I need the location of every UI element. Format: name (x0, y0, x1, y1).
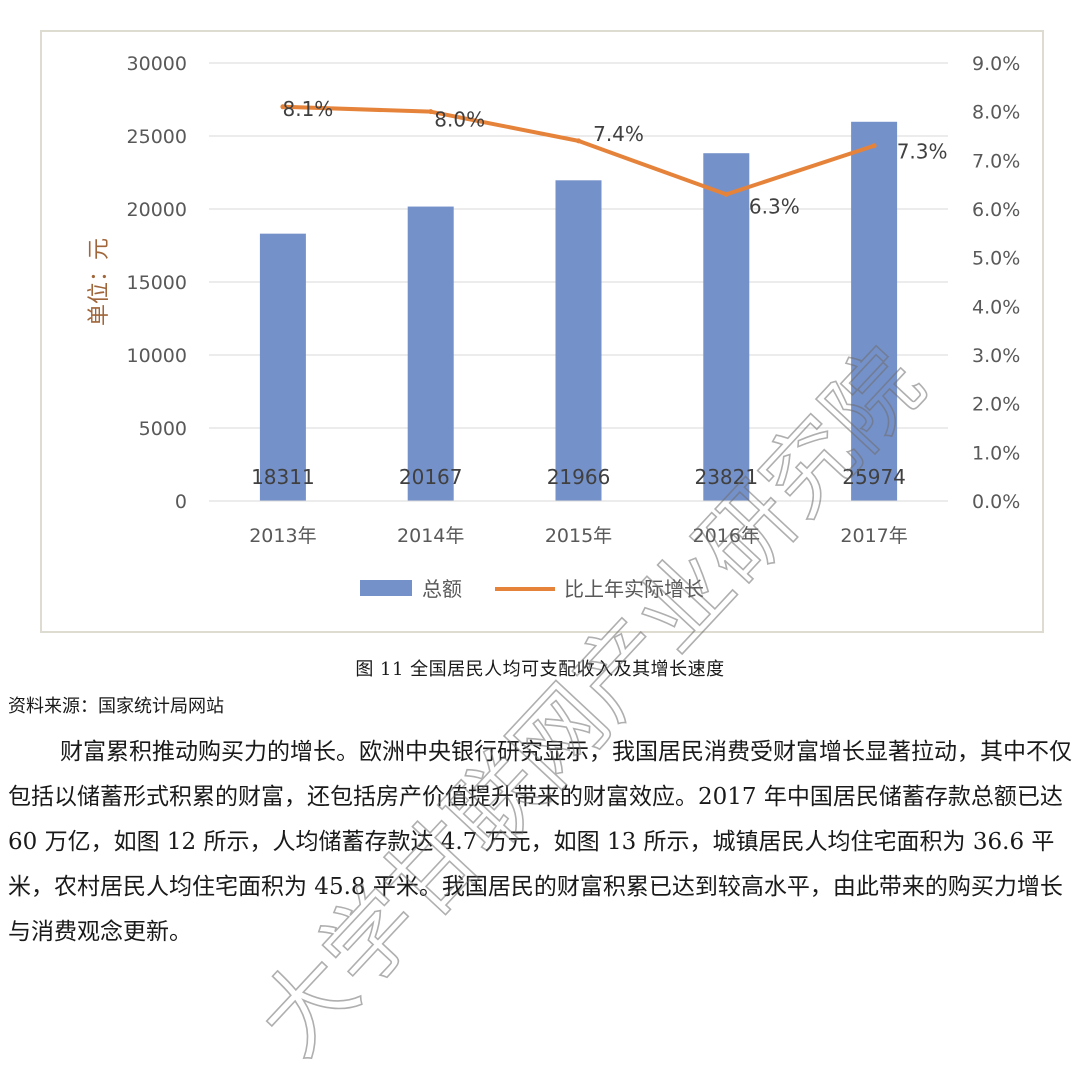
figure-caption: 图 11 全国居民人均可支配收入及其增长速度 (355, 659, 725, 680)
bar-value-label: 25974 (842, 465, 906, 489)
bar (555, 180, 602, 502)
body-paragraph: 财富累积推动购买力的增长。欧洲中央银行研究显示，我国居民消费受财富增长显著拉动，… (8, 730, 1072, 955)
growth-point (280, 104, 286, 110)
y-tick-label: 30000 (127, 53, 187, 75)
y-tick-label: 20000 (127, 199, 187, 221)
y2-tick-label: 7.0% (972, 150, 1020, 172)
y2-tick-label: 8.0% (972, 102, 1020, 124)
growth-point (871, 143, 877, 149)
growth-point (428, 109, 434, 115)
y2-tick-label: 9.0% (972, 53, 1020, 75)
x-tick-label: 2014年 (397, 525, 464, 547)
y-tick-label: 25000 (127, 126, 187, 148)
y2-tick-label: 1.0% (972, 442, 1020, 464)
legend-bar-label: 总额 (422, 577, 462, 601)
line-value-label: 8.1% (282, 97, 333, 121)
bar (259, 233, 306, 501)
growth-point (576, 138, 581, 144)
x-tick-label: 2016年 (693, 525, 760, 547)
line-value-label: 7.4% (593, 122, 644, 146)
income-chart: 0 5000 10000 15000 20000 25000 30000 0.0% 1.0% 2.… (40, 30, 1044, 633)
y-tick-label: 15000 (127, 272, 187, 294)
x-tick-label: 2017年 (840, 525, 907, 547)
bar (407, 206, 454, 501)
legend-line-label: 比上年实际增长 (564, 577, 704, 601)
source-note: 资料来源：国家统计局网站 (8, 696, 224, 717)
legend-bar-swatch (360, 580, 412, 596)
bar (703, 153, 750, 501)
bar (851, 121, 898, 501)
y2-tick-label: 5.0% (972, 248, 1020, 270)
y-tick-label: 0 (175, 491, 187, 513)
y2-tick-label: 2.0% (972, 394, 1020, 416)
y-tick-label: 10000 (127, 345, 187, 367)
line-value-label: 6.3% (749, 194, 800, 218)
line-value-label: 7.3% (897, 140, 948, 164)
bar-value-label: 23821 (694, 465, 758, 489)
x-tick-label: 2015年 (545, 525, 612, 547)
y2-tick-label: 0.0% (972, 491, 1020, 513)
bar-value-label: 21966 (547, 465, 611, 489)
y2-tick-label: 6.0% (972, 199, 1020, 221)
bar-value-label: 18311 (251, 465, 315, 489)
y2-tick-label: 3.0% (972, 345, 1020, 367)
chart-canvas: 0 5000 10000 15000 20000 25000 30000 0.0% 1.0% 2.… (87, 53, 1020, 601)
growth-point (723, 191, 729, 197)
line-value-label: 8.0% (434, 108, 485, 132)
y-tick-label: 5000 (139, 418, 187, 440)
x-tick-label: 2013年 (249, 525, 316, 547)
y2-tick-label: 4.0% (972, 296, 1020, 318)
body-paragraph-text: 财富累积推动购买力的增长。欧洲中央银行研究显示，我国居民消费受财富增长显著拉动，… (8, 739, 1072, 945)
y-axis-label: 单位：元 (87, 238, 112, 326)
bar-value-label: 20167 (399, 465, 463, 489)
